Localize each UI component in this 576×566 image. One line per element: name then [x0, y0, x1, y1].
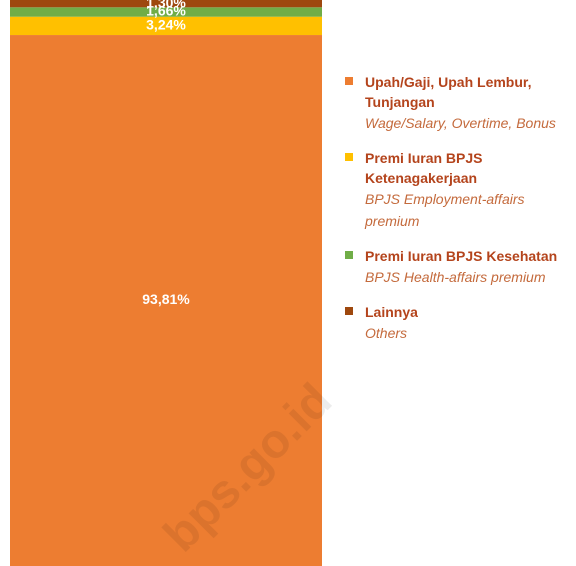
bar-segment [10, 16, 322, 36]
data-label: 3,24% [146, 17, 186, 33]
legend-translation: BPJS Employment-affairs premium [365, 191, 525, 229]
legend-name: Lainnya [365, 304, 418, 320]
legend-translation: Wage/Salary, Overtime, Bonus [365, 115, 556, 131]
legend-swatch [345, 153, 353, 161]
legend: Upah/Gaji, Upah Lembur, Tunjangan Wage/Sa… [345, 72, 573, 358]
legend-entry: Lainnya Others [345, 302, 573, 344]
legend-translation: Others [365, 325, 408, 341]
bar-segment [10, 0, 322, 8]
data-label: 1,30% [146, 0, 186, 10]
legend-swatch [345, 77, 353, 85]
legend-entry: Upah/Gaji, Upah Lembur, Tunjangan Wage/Sa… [345, 72, 573, 134]
legend-entry: Premi Iuran BPJS Ketenagakerjaan BPJS Emp… [345, 148, 573, 232]
bar-segment [10, 35, 322, 566]
legend-swatch [345, 307, 353, 315]
legend-name: Premi Iuran BPJS Kesehatan [365, 248, 558, 264]
data-label: 93,81% [142, 291, 190, 307]
legend-translation: BPJS Health-affairs premium [365, 269, 546, 285]
data-label: 1,66% [146, 3, 186, 19]
legend-swatch [345, 251, 353, 259]
bar-segment [10, 7, 322, 17]
legend-name: Upah/Gaji, Upah Lembur, Tunjangan [365, 74, 532, 110]
legend-entry: Premi Iuran BPJS Kesehatan BPJS Health-af… [345, 246, 573, 288]
legend-name: Premi Iuran BPJS Ketenagakerjaan [365, 150, 483, 186]
